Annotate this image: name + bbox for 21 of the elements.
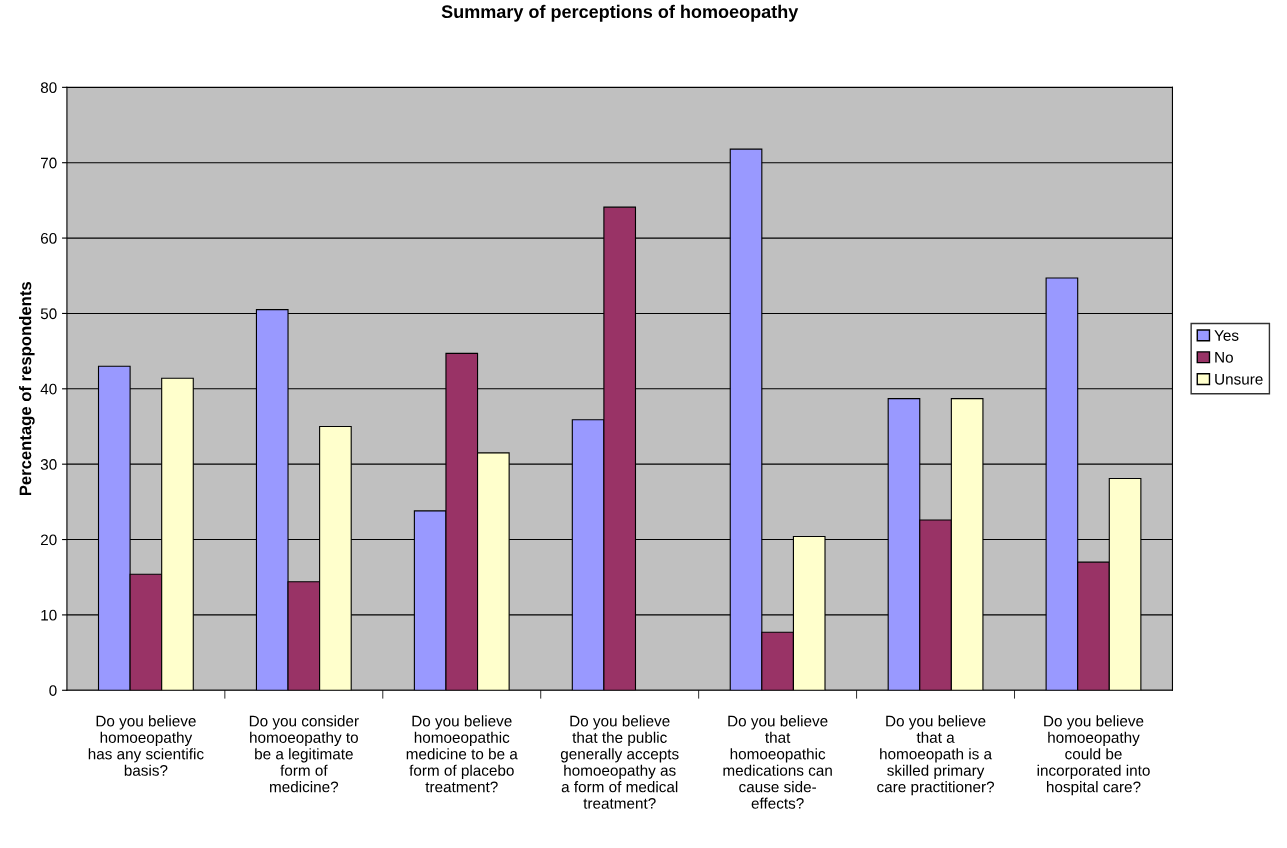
y-tick-label: 70 bbox=[40, 157, 57, 169]
chart-title: Summary of perceptions of homoeopathy bbox=[441, 4, 799, 22]
y-tick-label: 30 bbox=[40, 459, 57, 470]
legend-label: Unsure bbox=[1215, 373, 1263, 385]
y-tick-label: 60 bbox=[40, 232, 57, 244]
y-tick-label: 20 bbox=[40, 534, 57, 546]
y-tick-label: 80 bbox=[40, 82, 57, 94]
y-tick-label: 50 bbox=[40, 308, 57, 320]
x-tick-label: Do you believe homoeopathy has any scientific basis? bbox=[88, 715, 204, 776]
x-tick-label: Do you believe homoeopathic medicine to be a form of placebo treatment? bbox=[406, 715, 518, 793]
y-tick-label: 0 bbox=[49, 685, 57, 696]
legend-label: Yes bbox=[1214, 330, 1239, 341]
x-tick-label: Do you believe that the public generally accepts homoeopathy as a form of medical treatment? bbox=[560, 715, 679, 809]
x-tick-label: Do you believe homoeopathy could be incorporated into hospital care? bbox=[1037, 715, 1150, 796]
x-tick-label: Do you consider homoeopathy to be a legitimate form of medicine? bbox=[249, 715, 359, 793]
x-tick-label: Do you believe that a homoeopath is a skilled primary care practitioner? bbox=[877, 715, 995, 796]
legend-label: No bbox=[1215, 352, 1233, 363]
y-tick-label: 10 bbox=[41, 609, 57, 621]
y-axis-title: Percentage of respondents bbox=[19, 282, 35, 496]
x-tick-label: Do you believe that homoeopathic medications can cause side- effects? bbox=[723, 715, 832, 809]
y-tick-label: 40 bbox=[40, 383, 57, 395]
